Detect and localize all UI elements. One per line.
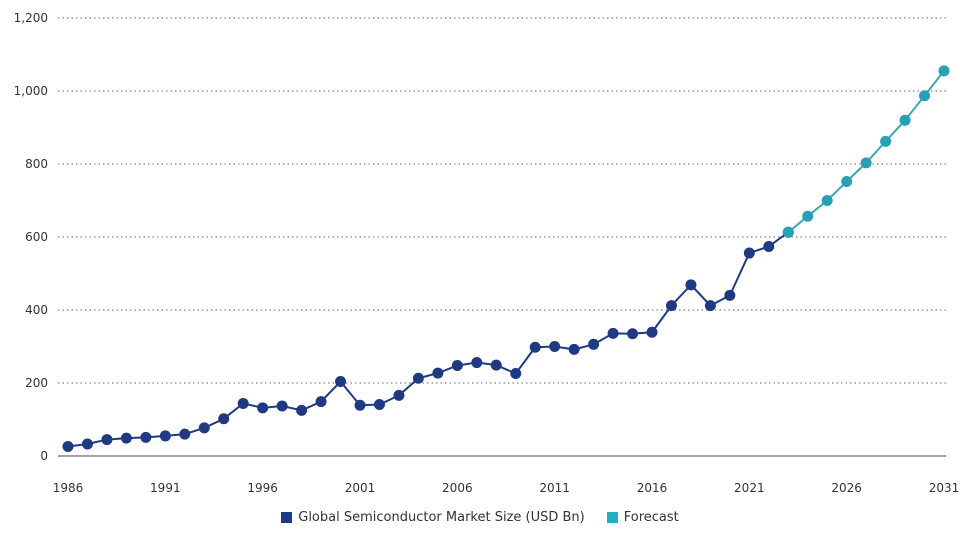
- gridlines: [58, 17, 946, 457]
- x-tick-label: 2021: [734, 481, 765, 495]
- data-point-0-2009: [510, 368, 522, 380]
- data-point-1-2025: [821, 195, 833, 206]
- x-tick-label: 2006: [442, 481, 473, 495]
- data-point-1-2024: [802, 210, 814, 222]
- series-line-0: [67, 231, 789, 448]
- data-point-0-2013: [588, 338, 600, 350]
- series-points: [62, 65, 950, 453]
- data-point-1-2023: [782, 226, 794, 238]
- data-point-0-1999: [315, 396, 327, 408]
- data-point-0-1991: [159, 430, 171, 442]
- y-tick-label: 800: [25, 157, 48, 171]
- data-point-1-2031: [938, 65, 950, 77]
- data-point-0-1990: [140, 431, 152, 443]
- y-tick-label: 1,200: [14, 11, 48, 25]
- data-point-0-2003: [393, 389, 405, 401]
- data-point-1-2026: [841, 176, 853, 188]
- data-point-0-2016: [646, 326, 658, 338]
- x-tick-label: 2026: [831, 481, 862, 495]
- data-point-1-2029: [899, 114, 911, 126]
- data-point-0-1998: [296, 404, 308, 416]
- legend-item-forecast: Forecast: [606, 510, 679, 525]
- data-point-0-2021: [743, 247, 755, 259]
- y-tick-label: 200: [25, 376, 48, 390]
- x-tick-label: 1996: [247, 481, 278, 495]
- data-point-1-2027: [860, 157, 872, 169]
- data-point-0-1986: [62, 441, 74, 453]
- data-point-0-2007: [471, 357, 483, 369]
- data-point-0-1992: [179, 428, 191, 440]
- data-point-0-1996: [257, 402, 269, 414]
- y-tick-label: 0: [40, 449, 48, 463]
- data-point-0-2000: [335, 376, 347, 388]
- data-point-0-2022: [763, 240, 775, 252]
- data-point-0-2018: [685, 279, 697, 291]
- y-tick-label: 1,000: [14, 84, 48, 98]
- legend-label-forecast: Forecast: [623, 510, 679, 525]
- data-point-0-2015: [627, 328, 639, 340]
- line-chart: 0 200 400 600 800 1,000 1,200 1986 1991 1996 2001…: [14, 11, 960, 495]
- y-axis-ticks: 0 200 400 600 800 1,000 1,200: [14, 11, 48, 463]
- data-point-0-2006: [451, 359, 463, 371]
- data-point-0-2010: [529, 341, 541, 353]
- data-point-0-1997: [276, 400, 288, 412]
- data-point-0-2017: [665, 300, 677, 312]
- x-axis-ticks: 1986 1991 1996 2001 2006 2011 2016 2021 2026 2031: [53, 481, 960, 495]
- y-tick-label: 600: [25, 230, 48, 244]
- data-point-1-2028: [880, 135, 892, 147]
- y-tick-label: 400: [25, 303, 48, 317]
- data-point-0-1994: [218, 413, 230, 425]
- data-point-0-2019: [704, 300, 716, 312]
- x-tick-label: 2001: [345, 481, 376, 495]
- data-point-0-2008: [490, 359, 502, 371]
- data-point-0-2020: [724, 289, 736, 301]
- data-point-0-2011: [549, 341, 561, 352]
- data-point-1-2030: [919, 90, 931, 102]
- legend: Global Semiconductor Market Size (USD Bn…: [0, 510, 960, 525]
- x-tick-label: 1991: [150, 481, 181, 495]
- legend-swatch-forecast: [606, 512, 618, 523]
- data-point-0-1995: [237, 397, 249, 409]
- data-point-0-2002: [373, 399, 385, 411]
- data-point-0-2012: [568, 343, 580, 355]
- x-tick-label: 2011: [539, 481, 570, 495]
- data-point-0-1988: [101, 434, 113, 446]
- x-tick-label: 2031: [929, 481, 960, 495]
- x-tick-label: 2016: [637, 481, 668, 495]
- legend-swatch-market: [281, 512, 293, 523]
- data-point-0-2014: [607, 327, 619, 339]
- x-tick-label: 1986: [53, 481, 84, 495]
- data-point-0-2005: [432, 367, 444, 379]
- data-point-0-1989: [120, 432, 132, 444]
- series-lines: [67, 70, 945, 448]
- data-point-0-2004: [412, 372, 424, 384]
- data-point-0-1993: [198, 422, 210, 434]
- legend-item-market: Global Semiconductor Market Size (USD Bn…: [281, 510, 585, 525]
- legend-label-market: Global Semiconductor Market Size (USD Bn…: [298, 510, 585, 525]
- data-point-0-1987: [81, 438, 93, 450]
- data-point-0-2001: [354, 399, 366, 411]
